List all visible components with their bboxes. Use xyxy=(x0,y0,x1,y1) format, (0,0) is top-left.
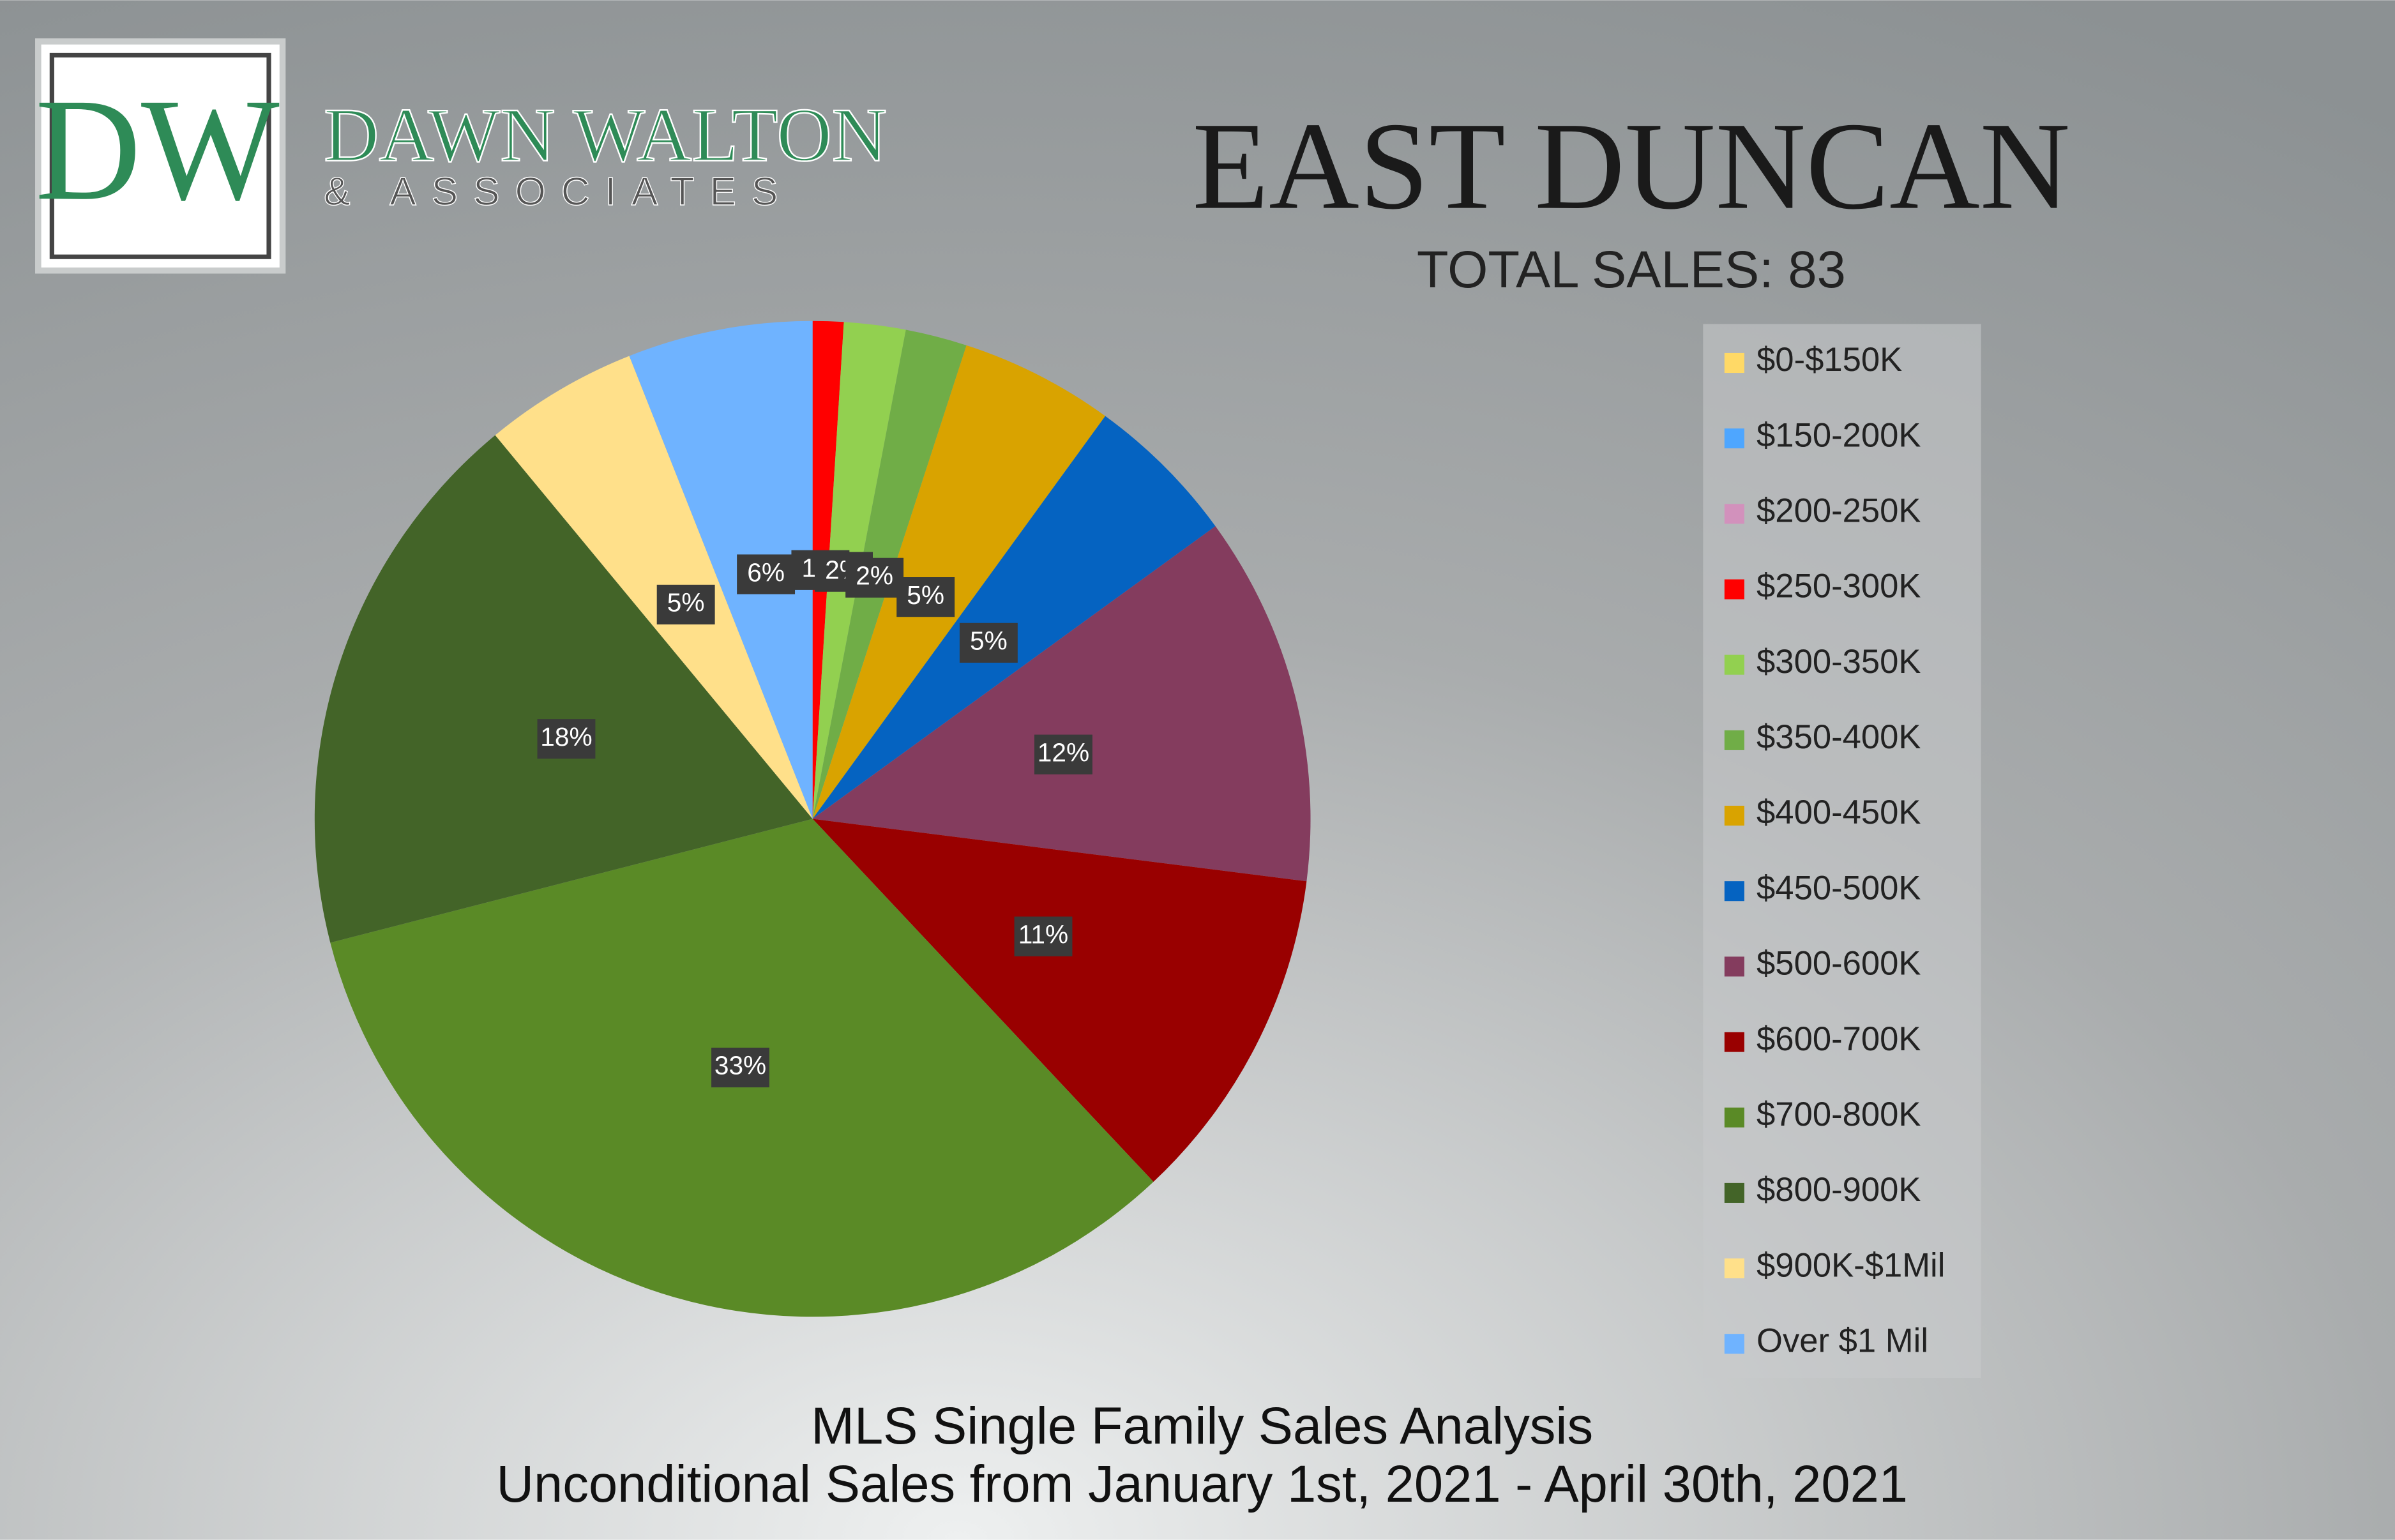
legend-label: $600-700K xyxy=(1757,1020,1921,1058)
legend-label: $250-300K xyxy=(1757,568,1921,605)
legend-box xyxy=(1703,324,1981,1378)
legend-swatch xyxy=(1724,1182,1744,1203)
data-label-box xyxy=(537,719,596,759)
footer-line: Unconditional Sales from January 1st, 20… xyxy=(496,1455,1908,1513)
legend-swatch xyxy=(1724,805,1744,826)
data-label: 6% xyxy=(747,557,785,587)
chart-title: EAST DUNCAN xyxy=(1192,97,2070,236)
data-label: 12% xyxy=(1038,737,1089,767)
data-label-box xyxy=(845,557,904,598)
legend-swatch xyxy=(1724,956,1744,977)
logo-frame xyxy=(49,52,271,259)
legend-label: $400-450K xyxy=(1757,794,1921,831)
footer-line: MLS Single Family Sales Analysis xyxy=(811,1397,1593,1455)
legend-swatch xyxy=(1724,428,1744,449)
chart-subtitle: TOTAL SALES: 83 xyxy=(1417,241,1846,299)
data-label-box xyxy=(737,554,796,594)
data-label-box xyxy=(896,577,955,617)
legend-label: $500-600K xyxy=(1757,945,1921,983)
pie-slice xyxy=(812,526,1311,882)
legend-label: $900K-$1Mil xyxy=(1757,1246,1945,1284)
legend-swatch xyxy=(1724,1107,1744,1128)
pie-slice xyxy=(812,345,1106,819)
pie-slice xyxy=(812,819,1307,1182)
data-label: 5% xyxy=(667,588,705,617)
logo-monogram: DW xyxy=(35,68,280,230)
legend-swatch xyxy=(1724,504,1744,524)
legend-label: $700-800K xyxy=(1757,1096,1921,1133)
legend-swatch xyxy=(1724,730,1744,750)
legend-swatch xyxy=(1724,352,1744,374)
pie-slice xyxy=(629,321,813,819)
legend-label: $150-200K xyxy=(1757,416,1921,454)
legend-label: Over $1 Mil xyxy=(1757,1322,1928,1359)
data-label-box xyxy=(959,623,1018,663)
pie-slice xyxy=(495,356,813,819)
data-label: 11% xyxy=(1018,919,1068,949)
legend-label: $200-250K xyxy=(1757,492,1921,530)
logo-tagline: & ASSOCIATES xyxy=(324,170,793,214)
legend-label: $0-$150K xyxy=(1757,341,1902,379)
logo-box xyxy=(35,38,286,274)
data-label: 18% xyxy=(540,722,592,751)
legend-swatch xyxy=(1724,1032,1744,1052)
legend-label: $300-350K xyxy=(1757,643,1921,681)
legend-label: $800-900K xyxy=(1757,1171,1921,1209)
data-label-box xyxy=(656,584,715,625)
legend-label: $350-400K xyxy=(1757,718,1921,756)
data-label: 5% xyxy=(907,580,944,610)
data-label: 33% xyxy=(714,1051,766,1080)
data-label-box xyxy=(1014,916,1073,956)
legend-swatch xyxy=(1724,1334,1744,1354)
data-label-box xyxy=(1034,734,1092,774)
logo-name: DAWN WALTON xyxy=(324,93,887,177)
data-label-box xyxy=(711,1047,769,1088)
legend-swatch xyxy=(1724,579,1744,600)
legend-label: $450-500K xyxy=(1757,869,1921,907)
pie-slice xyxy=(314,435,813,943)
pie-slice xyxy=(812,416,1216,819)
data-label: 5% xyxy=(970,626,1008,656)
data-label: 2% xyxy=(856,561,893,591)
legend-swatch xyxy=(1724,1258,1744,1279)
legend-swatch xyxy=(1724,654,1744,675)
legend-swatch xyxy=(1724,881,1744,902)
